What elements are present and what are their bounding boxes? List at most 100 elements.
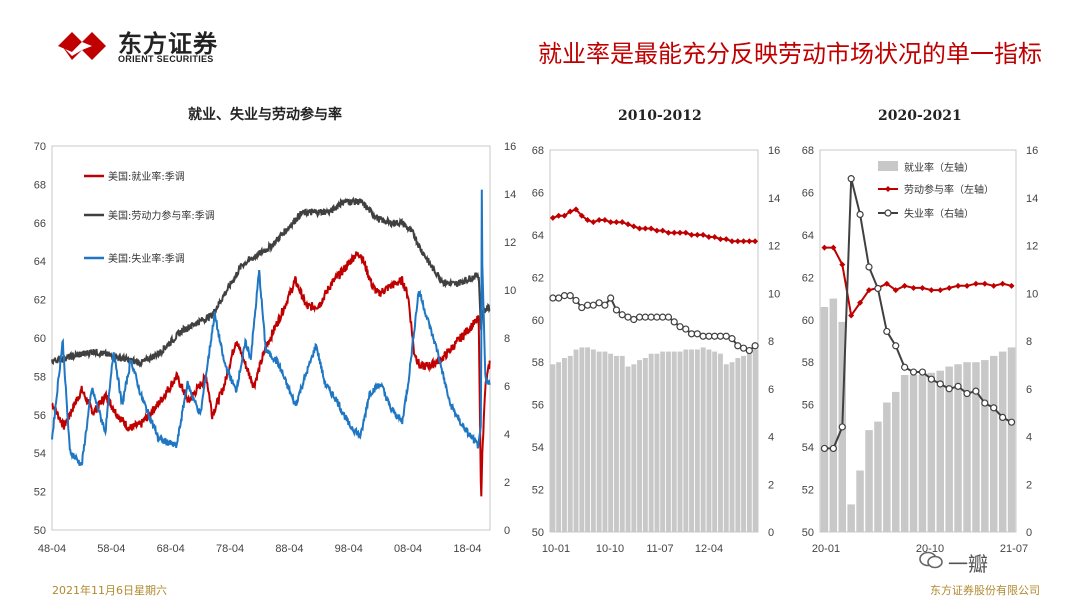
chart3-left-tick-label: 62	[802, 272, 814, 284]
chart3-gray-marker	[883, 327, 891, 336]
chart3-bar	[883, 402, 891, 532]
chart2-left-tick-label: 64	[532, 230, 544, 242]
chart1-right-tick-label: 10	[504, 285, 516, 297]
chart2-gray-marker	[653, 313, 661, 321]
chart2-bar	[729, 362, 735, 532]
chart3-legend-label: 就业率（左轴）	[904, 161, 974, 174]
chart3-bar	[820, 307, 829, 532]
chart1-series-line-0	[51, 251, 491, 497]
chart3-right-tick-label: 16	[1026, 145, 1038, 157]
chart3-red-marker	[999, 280, 1006, 287]
chart2-gray-marker	[716, 332, 725, 340]
chart2-bar	[671, 351, 677, 532]
chart2-gray-marker	[682, 325, 690, 333]
chart2-right-tick-label: 12	[768, 241, 780, 253]
chart3-right-tick-label: 12	[1026, 241, 1038, 253]
chart2-red-marker	[723, 236, 730, 243]
chart2-gray-marker	[739, 344, 748, 352]
chart3-red-marker	[866, 287, 872, 294]
chart2-red-marker	[642, 225, 649, 232]
chart2-gray-marker	[728, 335, 736, 343]
chart2-x-tick-label: 11-07	[646, 543, 673, 555]
chart1-right-tick-label: 16	[504, 141, 516, 153]
chart3-gray-marker	[990, 404, 998, 412]
chart3-gray-marker	[981, 399, 989, 407]
chart3-bar	[981, 360, 989, 532]
chart2-red-marker	[613, 219, 620, 226]
chart3-left-tick-label: 50	[802, 527, 814, 539]
chart3-bar	[945, 366, 953, 532]
chart3-gray-marker	[847, 175, 855, 183]
chart2-gray-marker	[578, 303, 586, 312]
chart3-frame	[819, 149, 1017, 533]
chart2-red-marker	[734, 238, 741, 245]
chart2-gray-marker	[705, 332, 713, 340]
chart1-legend-label: 美国:失业率:季调	[108, 252, 185, 265]
chart2-bar	[700, 347, 706, 532]
chart1-left-tick-label: 60	[34, 333, 46, 345]
chart2-gray-marker	[566, 292, 574, 300]
chart2-bar	[683, 349, 689, 532]
chart1-x-tick-label: 68-04	[157, 543, 185, 555]
chart3-left-tick-label: 60	[802, 315, 814, 327]
chart1-x-tick-label: 08-04	[394, 543, 422, 555]
chart2-series-line	[552, 294, 756, 352]
footer-company: 东方证券股份有限公司	[930, 584, 1040, 597]
chart3-red-marker	[964, 282, 970, 289]
chart2-gray-marker	[722, 332, 730, 340]
chart3-left-tick-label: 68	[802, 145, 814, 157]
chart2-red-marker	[619, 219, 626, 226]
chart3-bar	[874, 421, 882, 532]
chart2-gray-marker	[745, 346, 753, 355]
chart1-legend-label: 美国:劳动力参与率:季调	[108, 209, 215, 222]
chart2-red-marker	[648, 225, 655, 232]
chart1-x-tick-label: 48-04	[38, 543, 66, 555]
chart2-red-marker	[729, 238, 735, 245]
chart2-gray-marker	[687, 330, 696, 338]
chart3-series-line	[824, 246, 1012, 319]
chart2-x-tick-label: 12-04	[695, 543, 723, 555]
chart3-red-marker	[848, 312, 855, 319]
chart2-gray-marker	[676, 323, 684, 331]
chart2-series-line	[552, 208, 756, 243]
chart2-x-tick-label: 10-01	[542, 543, 570, 555]
chart2-bar	[556, 362, 562, 532]
chart3-right-tick-label: 8	[1026, 336, 1032, 348]
chart2-red-marker	[694, 231, 701, 238]
wechat-icon	[919, 551, 943, 569]
chart3-bar	[963, 362, 971, 532]
chart2-red-marker	[607, 219, 614, 226]
chart2-gray-marker	[572, 296, 580, 305]
chart3-gray-marker	[874, 284, 882, 293]
chart3-bar	[990, 355, 998, 532]
chart2-gray-marker	[635, 313, 644, 321]
chart2-bar	[573, 349, 579, 532]
chart3-gray-marker	[909, 368, 918, 376]
chart3-gray-marker	[945, 385, 953, 393]
chart2-red-marker	[746, 238, 753, 245]
chart2-left-tick-label: 56	[532, 400, 544, 412]
chart2-bar	[706, 349, 712, 532]
chart1-x-tick-label: 88-04	[275, 543, 303, 555]
chart1-left-tick-label: 52	[34, 487, 46, 499]
chart3-bar	[909, 375, 918, 532]
chart3-bar	[856, 470, 864, 532]
chart2-gray-marker	[607, 294, 615, 302]
chart3-bar	[954, 364, 962, 532]
chart2-bar	[625, 366, 631, 532]
chart3-x-tick-label: 21-07	[1000, 543, 1028, 555]
chart1-x-tick-label: 18-04	[453, 543, 481, 555]
chart3-red-marker	[910, 284, 917, 291]
chart2-red-marker	[596, 217, 603, 224]
chart2-gray-marker	[699, 332, 707, 340]
chart2-red-marker	[740, 238, 747, 245]
chart3-right-tick-label: 4	[1026, 432, 1032, 444]
chart2-red-marker	[717, 236, 724, 243]
chart3-x-tick-label: 20-01	[812, 543, 840, 555]
chart2-right-tick-label: 8	[768, 336, 774, 348]
chart1-right-tick-label: 14	[504, 189, 516, 201]
chart3-bar	[1007, 347, 1016, 532]
chart2-red-marker	[665, 229, 672, 236]
chart3-gray-marker	[892, 342, 900, 350]
